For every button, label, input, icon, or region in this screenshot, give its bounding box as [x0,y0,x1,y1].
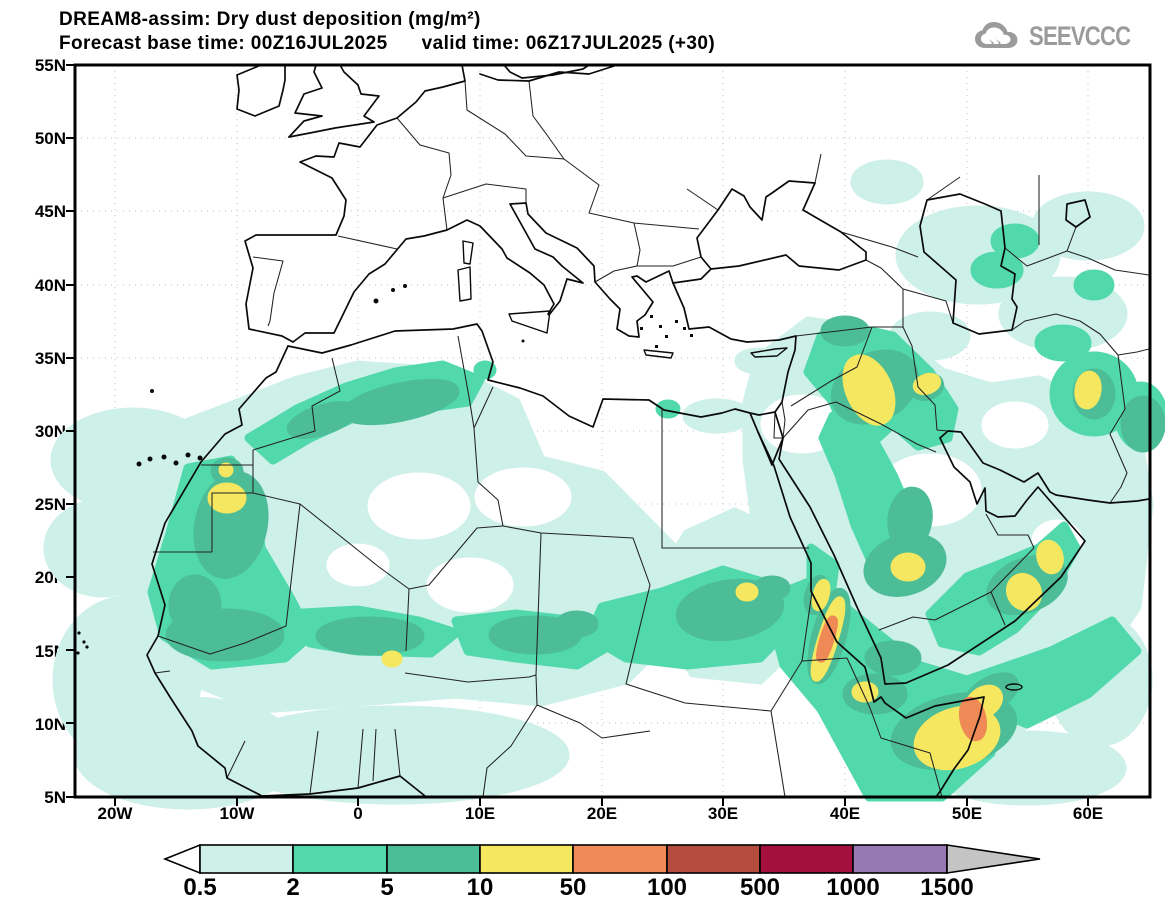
coast-red-sea-africa [757,431,985,798]
country-borders [153,80,1150,798]
coast-africa-atlantic [146,345,426,797]
x-axis-label: 0 [353,804,363,823]
colorbar-segment [572,844,668,874]
y-axis-label: 40N [34,276,66,295]
x-axis-label: 20E [586,804,618,823]
cloud-logo-icon [975,22,1018,48]
colorbar-segment [386,844,481,874]
coast-mediterranean-north [292,202,712,343]
hotspot-saudi [890,552,926,582]
colorbar-segment [759,844,854,874]
coast-britain-west [288,64,323,138]
y-axis-label: 30N [34,422,66,441]
island-socotra [1005,683,1023,691]
colorbar-segment [199,844,294,874]
forecast-times-subtitle: Forecast base time: 00Z16JUL2025 valid t… [59,33,716,54]
island-cyprus [750,347,788,358]
island-sicily [508,310,551,334]
logo-text: SEEVCCC [1029,20,1131,51]
hotspot-sudan [735,582,759,602]
y-axis-label: 5N [44,788,66,807]
page-title: DREAM8-assim: Dry dust deposition (mg/m²… [59,9,481,30]
colorbar-label: 1000 [826,874,880,901]
map-area [43,63,1165,810]
colorbar-segment [479,844,574,874]
hotspot-somalia-core [958,696,988,742]
colorbar [162,843,1041,875]
coast-aral-sea [1065,199,1091,228]
colorbar-label: 50 [559,874,587,901]
coast-arabia-persian-gulf [778,430,1150,685]
colorbar-segment [292,844,388,874]
colorbar-arrow-right [946,844,1041,874]
colorbar-label: 10 [466,874,494,901]
x-axis-label: 30E [707,804,739,823]
y-axis-label: 25N [34,495,66,514]
coast-west-europe [244,64,466,343]
x-axis-label: 50E [951,804,983,823]
y-axis-label: 50N [34,129,66,148]
coastlines [146,64,1150,798]
coast-baltic [479,65,615,82]
colorbar-label: 500 [739,874,781,901]
colorbar-label: 100 [646,874,688,901]
coast-black-sea [696,180,867,271]
coast-north-africa [287,282,797,428]
map-frame [73,63,1152,799]
colorbar-arrow-left [162,843,201,875]
x-axis-label: 20W [97,804,133,823]
x-axis-label: 60E [1072,804,1104,823]
y-axis-label: 55N [34,56,66,75]
colorbar-label: 2 [286,874,300,901]
coast-denmark [503,64,590,79]
hotspot-niger [381,650,403,668]
map-canvas [43,63,1165,810]
colorbar-label: 1500 [920,874,974,901]
colorbar-label: 0.5 [183,874,217,901]
y-axis-label: 10N [34,715,66,734]
island-corsica [462,240,474,265]
x-axis-label: 10E [464,804,496,823]
coast-sinai [749,411,784,466]
y-axis-label: 35N [34,349,66,368]
coast-britain-east [288,64,380,138]
colorbar-segment [666,844,761,874]
islands [76,240,1023,691]
y-axis-label: 45N [34,202,66,221]
seevccc-logo: SEEVCCC [971,18,1153,54]
island-crete [643,349,674,359]
hotspot-western-sahara [207,482,247,514]
colorbar-segment [852,844,948,874]
x-axis-label: 40E [829,804,861,823]
colorbar-label: 5 [380,874,394,901]
coast-ireland [236,64,286,117]
island-sardinia [457,266,472,302]
hotspot-iran [1074,370,1102,410]
hotspot-iraq [842,354,896,426]
coast-caspian-sea [919,193,1018,335]
x-axis-label: 10W [219,804,255,823]
dust-contour-layer-50 [815,615,988,742]
